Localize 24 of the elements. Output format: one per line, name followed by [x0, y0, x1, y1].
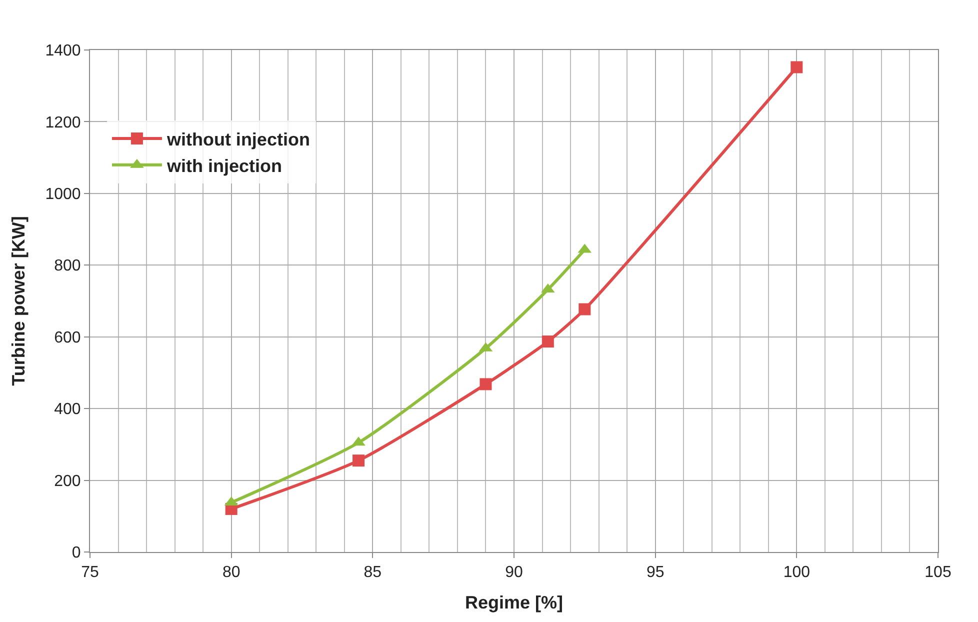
point: [542, 336, 554, 348]
y-tick-label: 1400: [45, 42, 81, 60]
x-tick-label: 85: [364, 564, 382, 582]
x-tick-label: 90: [505, 564, 523, 582]
x-tick-label: 75: [81, 564, 99, 582]
y-tick-label: 0: [72, 544, 81, 562]
point: [578, 303, 591, 316]
point: [352, 454, 365, 467]
x-tick-label: 95: [646, 564, 664, 582]
y-tick-label: 200: [54, 472, 81, 490]
x-axis-title: Regime [%]: [464, 592, 564, 612]
legend-label: with injection: [166, 156, 282, 176]
y-axis-title: Turbine power [KW]: [8, 216, 28, 386]
x-tick-label: 80: [222, 564, 240, 582]
y-tick-label: 1000: [45, 186, 81, 204]
y-tick-label: 800: [54, 258, 81, 275]
legend-label: without injection: [166, 130, 310, 150]
x-tick-label: 105: [924, 564, 952, 582]
y-tick-label: 600: [54, 329, 81, 346]
y-tick-label: 1200: [45, 114, 81, 132]
y-tick-label: 400: [54, 401, 81, 418]
point: [480, 378, 492, 390]
x-tick-label: 100: [783, 564, 810, 582]
point: [790, 61, 803, 74]
